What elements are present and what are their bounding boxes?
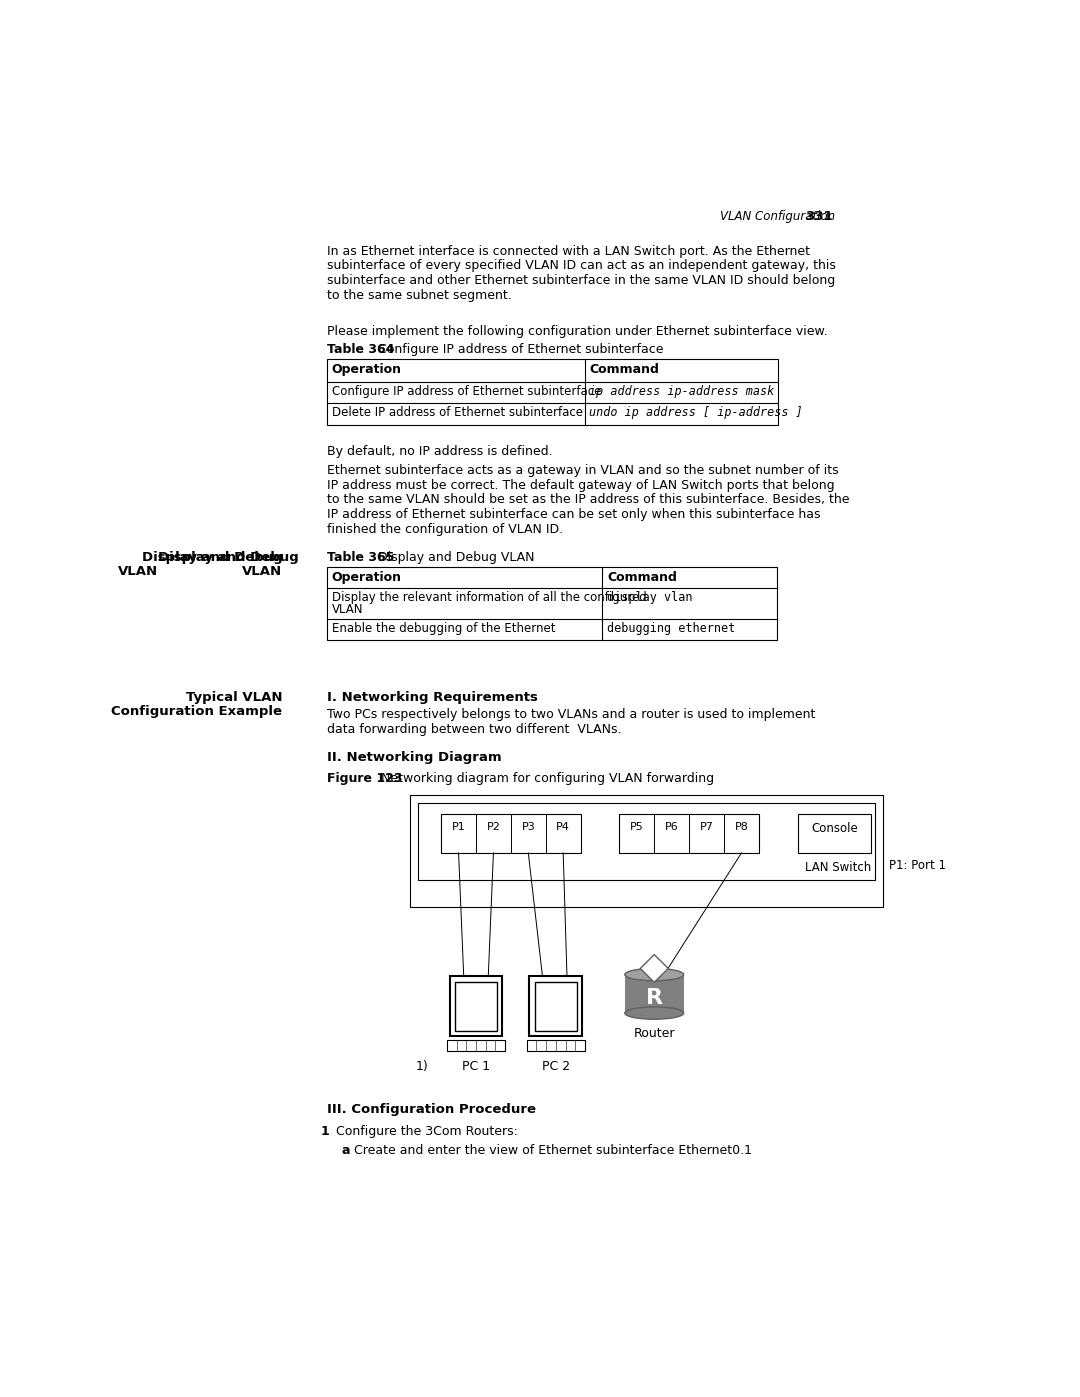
Bar xyxy=(327,359,779,425)
Bar xyxy=(327,567,777,640)
Text: Display and Debug VLAN: Display and Debug VLAN xyxy=(378,550,535,564)
Text: ip address ip-address mask: ip address ip-address mask xyxy=(590,384,774,398)
Text: Two PCs respectively belongs to two VLANs and a router is used to implement: Two PCs respectively belongs to two VLAN… xyxy=(327,708,815,721)
Text: Router: Router xyxy=(634,1027,675,1039)
Text: Command: Command xyxy=(607,571,677,584)
Text: IP address of Ethernet subinterface can be set only when this subinterface has: IP address of Ethernet subinterface can … xyxy=(327,509,821,521)
Text: I. Networking Requirements: I. Networking Requirements xyxy=(327,692,538,704)
Text: P2: P2 xyxy=(486,823,500,833)
Text: P7: P7 xyxy=(700,823,714,833)
Text: P1: Port 1: P1: Port 1 xyxy=(889,859,946,872)
Text: In as Ethernet interface is connected with a LAN Switch port. As the Ethernet: In as Ethernet interface is connected wi… xyxy=(327,244,810,257)
Text: Networking diagram for configuring VLAN forwarding: Networking diagram for configuring VLAN … xyxy=(381,773,715,785)
Text: P3: P3 xyxy=(522,823,536,833)
Bar xyxy=(418,803,875,880)
Bar xyxy=(625,975,684,1013)
Bar xyxy=(455,982,497,1031)
Text: Figure 123: Figure 123 xyxy=(327,773,403,785)
Text: VLAN: VLAN xyxy=(332,604,363,616)
Text: Console: Console xyxy=(811,823,858,835)
Text: 1: 1 xyxy=(321,1125,329,1137)
Text: Configure IP address of Ethernet subinterface: Configure IP address of Ethernet subinte… xyxy=(332,384,602,398)
Text: to the same VLAN should be set as the IP address of this subinterface. Besides, : to the same VLAN should be set as the IP… xyxy=(327,493,850,506)
Text: Configuration Example: Configuration Example xyxy=(111,705,282,718)
Text: a: a xyxy=(341,1144,350,1157)
Text: IP address must be correct. The default gateway of LAN Switch ports that belong: IP address must be correct. The default … xyxy=(327,479,835,492)
Text: VLAN: VLAN xyxy=(118,564,159,578)
Text: Create and enter the view of Ethernet subinterface Ethernet0.1: Create and enter the view of Ethernet su… xyxy=(354,1144,753,1157)
Text: VLAN Configuration: VLAN Configuration xyxy=(720,210,835,224)
Text: P4: P4 xyxy=(556,823,570,833)
Text: 331: 331 xyxy=(806,210,833,224)
Text: Configure the 3Com Routers:: Configure the 3Com Routers: xyxy=(337,1125,518,1137)
Text: PC 2: PC 2 xyxy=(542,1060,570,1073)
Text: Typical VLAN: Typical VLAN xyxy=(186,692,282,704)
Text: Enable the debugging of the Ethernet: Enable the debugging of the Ethernet xyxy=(332,622,555,636)
Text: Configure IP address of Ethernet subinterface: Configure IP address of Ethernet subinte… xyxy=(378,344,663,356)
Bar xyxy=(447,1039,505,1051)
Text: VLAN: VLAN xyxy=(242,564,282,578)
Text: R: R xyxy=(646,988,663,1007)
Text: to the same subnet segment.: to the same subnet segment. xyxy=(327,289,512,302)
Bar xyxy=(798,814,872,854)
Text: Command: Command xyxy=(590,363,659,376)
Text: P6: P6 xyxy=(665,823,678,833)
Ellipse shape xyxy=(625,1007,684,1020)
Text: Display and Debug: Display and Debug xyxy=(159,550,299,564)
Bar xyxy=(410,795,882,907)
Text: display vlan: display vlan xyxy=(607,591,692,604)
Text: P5: P5 xyxy=(630,823,644,833)
Bar xyxy=(441,814,581,854)
Bar xyxy=(527,1039,585,1051)
Text: P1: P1 xyxy=(451,823,465,833)
Text: 1): 1) xyxy=(416,1060,429,1073)
Text: undo ip address [ ip-address ]: undo ip address [ ip-address ] xyxy=(590,407,802,419)
Text: Delete IP address of Ethernet subinterface: Delete IP address of Ethernet subinterfa… xyxy=(332,407,583,419)
Text: Operation: Operation xyxy=(332,571,402,584)
Text: II. Networking Diagram: II. Networking Diagram xyxy=(327,750,502,764)
Polygon shape xyxy=(640,954,669,982)
Bar xyxy=(529,977,582,1037)
Bar xyxy=(619,814,759,854)
Text: Table 364: Table 364 xyxy=(327,344,394,356)
Text: III. Configuration Procedure: III. Configuration Procedure xyxy=(327,1104,536,1116)
Text: Display and Debug: Display and Debug xyxy=(141,550,282,564)
Text: Table 365: Table 365 xyxy=(327,550,394,564)
Text: P8: P8 xyxy=(734,823,748,833)
Text: data forwarding between two different  VLANs.: data forwarding between two different VL… xyxy=(327,722,622,736)
Text: Display the relevant information of all the configured: Display the relevant information of all … xyxy=(332,591,647,604)
Text: By default, no IP address is defined.: By default, no IP address is defined. xyxy=(327,444,553,458)
Text: subinterface of every specified VLAN ID can act as an independent gateway, this: subinterface of every specified VLAN ID … xyxy=(327,260,836,272)
Ellipse shape xyxy=(625,968,684,981)
Bar xyxy=(449,977,502,1037)
Text: debugging ethernet: debugging ethernet xyxy=(607,622,735,636)
Text: PC 1: PC 1 xyxy=(462,1060,490,1073)
Text: subinterface and other Ethernet subinterface in the same VLAN ID should belong: subinterface and other Ethernet subinter… xyxy=(327,274,836,286)
Text: Operation: Operation xyxy=(332,363,402,376)
Text: LAN Switch: LAN Switch xyxy=(805,861,872,873)
Text: Ethernet subinterface acts as a gateway in VLAN and so the subnet number of its: Ethernet subinterface acts as a gateway … xyxy=(327,464,839,478)
Text: finished the configuration of VLAN ID.: finished the configuration of VLAN ID. xyxy=(327,522,564,535)
Text: Please implement the following configuration under Ethernet subinterface view.: Please implement the following configura… xyxy=(327,326,828,338)
Bar xyxy=(535,982,577,1031)
